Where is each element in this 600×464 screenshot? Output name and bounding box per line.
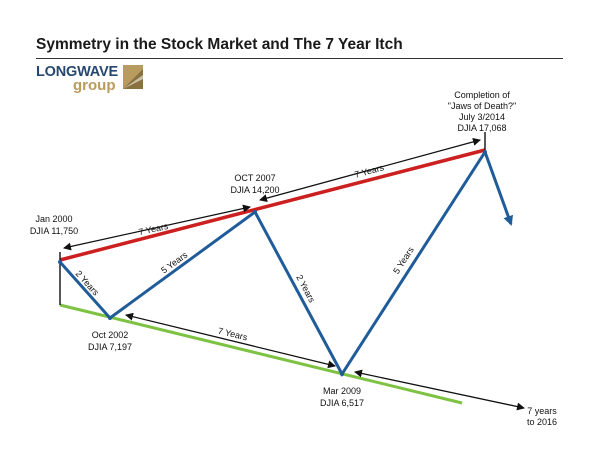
arrow-top-left (63, 204, 251, 251)
point-jul2014 (483, 150, 487, 154)
annot-jul2014-line4: DJIA 17,068 (457, 123, 506, 133)
annot-jul2014-line3: July 3/2014 (459, 112, 505, 122)
logo-text-bottom: group (73, 77, 116, 94)
label-5years-b: 5 Years (391, 245, 416, 276)
annot-jan2000-date: Jan 2000 (35, 214, 72, 224)
point-jan2000 (58, 260, 62, 264)
point-mar2009 (340, 372, 344, 376)
point-oct2007 (253, 210, 257, 214)
chart-title: Symmetry in the Stock Market and The 7 Y… (36, 36, 403, 53)
arrow-bottom-mid (125, 312, 336, 369)
annot-future-line2: to 2016 (527, 417, 557, 427)
lower-trendline (59, 303, 463, 405)
arrow-future (354, 369, 525, 411)
logo-mark-icon (123, 65, 143, 89)
annot-mar2009-djia: DJIA 6,517 (320, 398, 364, 408)
projection-arrow (483, 151, 513, 226)
logo-text-top: LONGWAVE (36, 64, 118, 80)
annot-jan2000-djia: DJIA 11,750 (30, 226, 78, 236)
annot-jul2014-line2: "Jaws of Death?" (448, 101, 516, 111)
annot-oct2002-djia: DJIA 7,197 (88, 342, 132, 352)
annot-oct2007-date: OCT 2007 (234, 173, 275, 183)
point-oct2002 (108, 316, 112, 320)
annot-oct2007-djia: DJIA 14,200 (230, 185, 279, 195)
annot-future-line1: 7 years (527, 406, 557, 416)
arrow-top-right (259, 137, 481, 203)
title-rule (36, 58, 563, 59)
longwave-logo: LONGWAVE group (36, 63, 146, 94)
label-7years-bottom: 7 Years (217, 326, 249, 343)
annot-oct2002-date: Oct 2002 (92, 330, 129, 340)
annot-jul2014-line1: Completion of (454, 90, 510, 100)
annot-mar2009-date: Mar 2009 (323, 386, 361, 396)
